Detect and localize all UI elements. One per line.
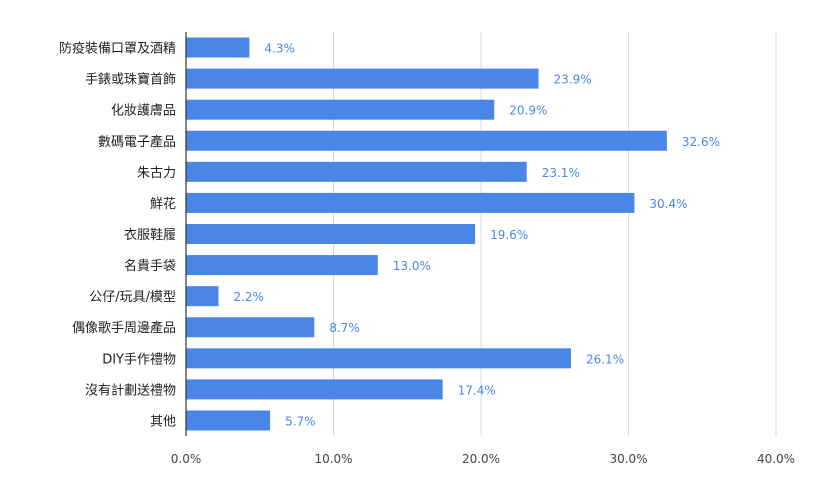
bar — [186, 348, 571, 369]
value-label: 2.2% — [233, 290, 264, 304]
category-label: 手錶或珠寶首飾 — [85, 72, 176, 88]
value-labels: 4.3% 23.9% 20.9% 32.6% 23.1% 30.4% 19.6% 13.0% 2… — [233, 42, 720, 429]
value-label: 19.6% — [490, 228, 528, 242]
category-label: 名貴手袋 — [124, 258, 176, 274]
x-tick-labels: 0.0% 10.0% 20.0% 30.0% 40.0% — [171, 452, 795, 466]
category-label: 防疫裝備口罩及酒精 — [59, 41, 176, 57]
category-labels: 防疫裝備口罩及酒精手錶或珠寶首飾化妝護膚品數碼電子產品朱古力鮮花衣服鞋履名貴手袋… — [59, 41, 176, 430]
bar — [186, 99, 495, 120]
category-label: 沒有計劃送禮物 — [85, 382, 176, 398]
value-label: 30.4% — [649, 197, 687, 211]
value-label: 13.0% — [393, 259, 431, 273]
category-label: 數碼電子產品 — [98, 134, 176, 150]
bar — [186, 379, 443, 400]
x-tick-label: 10.0% — [314, 452, 352, 466]
bar — [186, 286, 219, 307]
x-tick-label: 40.0% — [757, 452, 795, 466]
value-label: 8.7% — [329, 321, 360, 335]
category-label: 衣服鞋履 — [124, 227, 176, 243]
value-label: 17.4% — [458, 383, 496, 397]
bar — [186, 192, 635, 213]
bar — [186, 317, 315, 338]
category-label: 公仔/玩具/模型 — [89, 290, 176, 305]
bar — [186, 161, 527, 182]
bar — [186, 37, 250, 58]
bar — [186, 410, 271, 431]
category-label: DIY手作禮物 — [102, 352, 176, 367]
value-label: 23.9% — [554, 73, 592, 87]
x-tick-label: 30.0% — [609, 452, 647, 466]
value-label: 23.1% — [542, 166, 580, 180]
bar — [186, 255, 378, 276]
x-tick-label: 0.0% — [171, 452, 202, 466]
value-label: 26.1% — [586, 352, 624, 366]
category-label: 鮮花 — [150, 196, 176, 212]
bars — [186, 37, 667, 431]
value-label: 5.7% — [285, 414, 316, 428]
x-tick-label: 20.0% — [462, 452, 500, 466]
value-label: 32.6% — [682, 135, 720, 149]
bar — [186, 224, 476, 244]
category-label: 朱古力 — [137, 166, 176, 181]
bar — [186, 130, 667, 151]
value-label: 20.9% — [509, 104, 547, 118]
category-label: 化妝護膚品 — [111, 103, 176, 119]
category-label: 偶像歌手周邊產品 — [72, 320, 176, 336]
bar — [186, 68, 539, 89]
value-label: 4.3% — [264, 42, 295, 56]
category-label: 其他 — [150, 414, 176, 429]
